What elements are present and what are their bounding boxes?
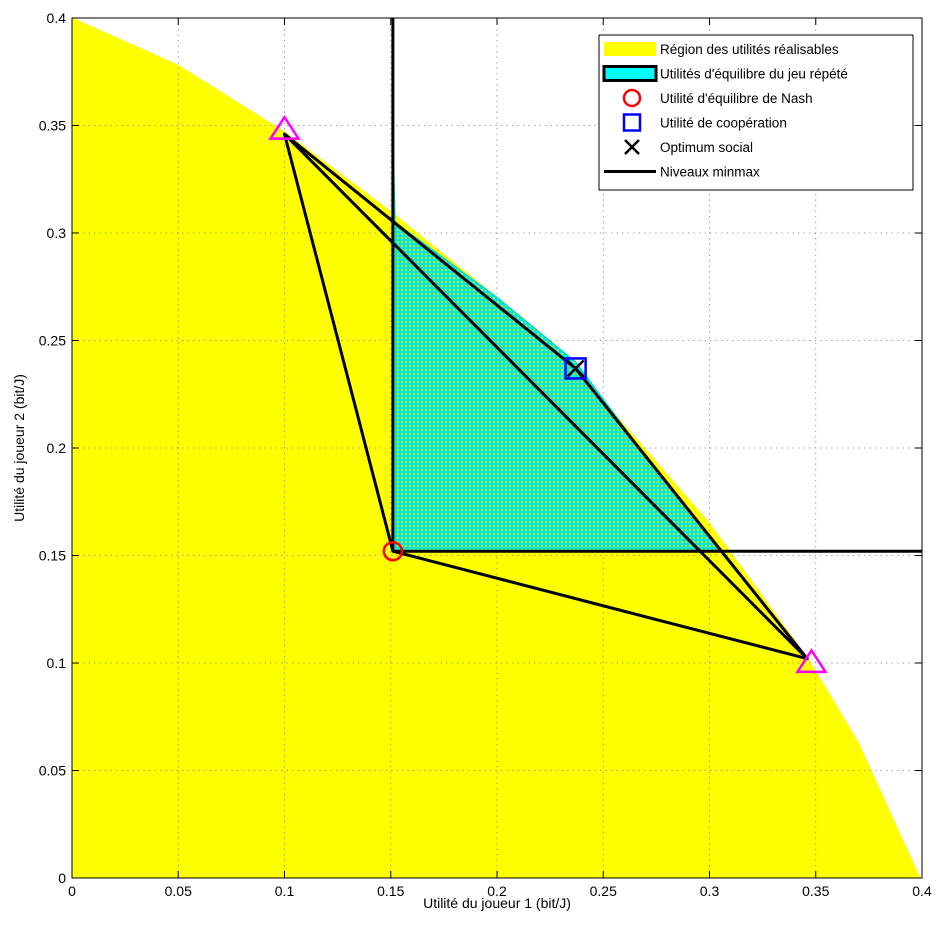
x-tick-label: 0.35 — [802, 883, 829, 899]
legend-box — [598, 34, 914, 191]
x-tick-label: 0.1 — [275, 883, 295, 899]
x-tick-label: 0.05 — [165, 883, 192, 899]
x-tick-label: 0.2 — [487, 883, 507, 899]
legend-label-nash: Utilité d'équilibre de Nash — [660, 91, 813, 106]
y-tick-label: 0.4 — [47, 10, 67, 26]
x-axis-label: Utilité du joueur 1 (bit/J) — [423, 895, 571, 911]
x-tick-label: 0.25 — [590, 883, 617, 899]
extreme-point-marker — [795, 648, 828, 674]
legend-marker-social — [624, 139, 640, 155]
legend: Région des utilités réalisables Utilités … — [598, 34, 914, 191]
y-tick-label: 0.35 — [39, 118, 66, 134]
y-tick-label: 0.3 — [47, 225, 67, 241]
y-tick-label: 0 — [58, 870, 66, 886]
inner-triangle — [283, 132, 809, 661]
y-tick-label: 0.15 — [39, 548, 66, 564]
legend-label-repeated: Utilités d'équilibre du jeu répété — [660, 67, 848, 82]
legend-label-social: Optimum social — [660, 140, 753, 155]
x-tick-label: 0.4 — [912, 883, 932, 899]
x-tick-label: 0.15 — [377, 883, 404, 899]
y-tick-label: 0.1 — [47, 655, 67, 671]
social-optimum-marker — [566, 359, 585, 378]
x-tick-label: 0 — [68, 883, 76, 899]
y-axis-label: Utilité du joueur 2 (bit/J) — [11, 374, 27, 522]
legend-label-feasible: Région des utilités réalisables — [660, 42, 839, 57]
markers-layer — [268, 114, 828, 674]
legend-label-cooperation: Utilité de coopération — [660, 116, 787, 131]
ticks-layer: 0 0.05 0.1 0.15 0.2 0.25 0.3 0.35 0.4 0 0.05 0.1 0.1… — [39, 10, 932, 899]
legend-marker-nash — [622, 88, 642, 108]
legend-swatch-feasible — [604, 42, 656, 56]
legend-swatch-repeated — [602, 65, 658, 82]
cooperation-marker — [564, 357, 587, 380]
x-tick-label: 0.3 — [700, 883, 720, 899]
legend-marker-cooperation — [622, 113, 642, 132]
nash-marker — [382, 540, 404, 562]
y-tick-label: 0.25 — [39, 333, 66, 349]
extreme-point-marker — [268, 114, 301, 140]
y-tick-label: 0.05 — [39, 763, 66, 779]
legend-label-minmax: Niveaux minmax — [660, 165, 760, 180]
y-tick-label: 0.2 — [47, 440, 67, 456]
